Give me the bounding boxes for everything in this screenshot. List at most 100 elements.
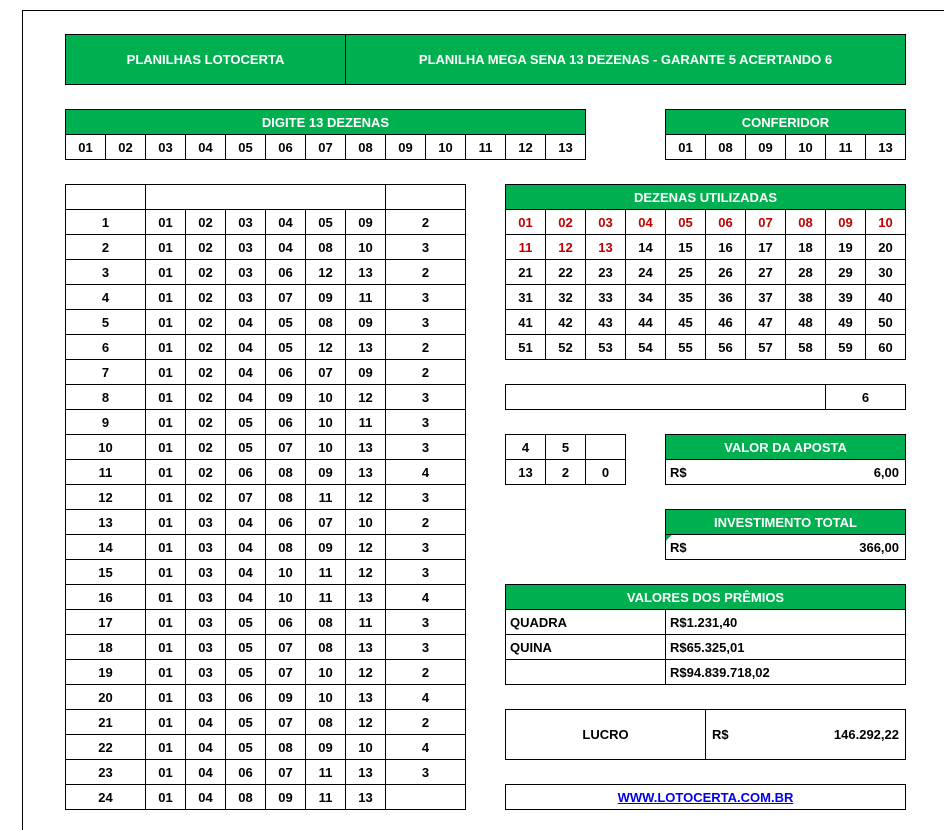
- fechamento-number: 04: [225, 359, 266, 385]
- premio-field[interactable]: R$ 65.325,01: [665, 634, 906, 660]
- fechamento-number: 10: [305, 659, 346, 685]
- pontos-value: 3: [385, 559, 466, 585]
- fechamento-number: 07: [225, 484, 266, 510]
- jogo-number: 2: [65, 234, 146, 260]
- jogo-number: 5: [65, 309, 146, 335]
- conferidor-number[interactable]: 08: [705, 134, 746, 160]
- dezena-number: 05: [665, 209, 706, 235]
- digite-number[interactable]: 03: [145, 134, 186, 160]
- dezena-number: 21: [505, 259, 546, 285]
- dezena-number: 56: [705, 334, 746, 360]
- fechamento-number: 05: [225, 434, 266, 460]
- conferidor-number[interactable]: 13: [865, 134, 906, 160]
- dezena-number: 31: [505, 284, 546, 310]
- digite-number[interactable]: 10: [425, 134, 466, 160]
- table-row: 11 01 02 06 08 09 13 4: [65, 459, 466, 485]
- premio-value: 65.325,01: [686, 639, 745, 655]
- digite-number[interactable]: 09: [385, 134, 426, 160]
- table-row: 17 01 03 05 06 08 11 3: [65, 609, 466, 635]
- fechamento-number: 03: [185, 534, 226, 560]
- dezena-number: 26: [705, 259, 746, 285]
- digite-number[interactable]: 04: [185, 134, 226, 160]
- fechamento-number: 08: [305, 709, 346, 735]
- fechamento-number: 13: [345, 334, 386, 360]
- fechamento-number: 02: [185, 259, 226, 285]
- fechamento-number: 13: [345, 459, 386, 485]
- premio-field[interactable]: R$ 1.231,40: [665, 609, 906, 635]
- aposta-field[interactable]: R$ 6,00: [665, 459, 906, 485]
- currency: R$: [712, 727, 729, 742]
- lucro-field: R$ 146.292,22: [705, 709, 906, 760]
- dezena-number: 33: [585, 284, 626, 310]
- fechamento-number: 07: [265, 434, 306, 460]
- conferidor-number[interactable]: 01: [665, 134, 706, 160]
- pontos-value: 3: [385, 284, 466, 310]
- dezena-number: 22: [545, 259, 586, 285]
- table-row: 18 01 03 05 07 08 13 3: [65, 634, 466, 660]
- premio-label: SENA: [505, 659, 666, 685]
- fechamento-number: 09: [345, 209, 386, 235]
- fechamento-number: 07: [265, 659, 306, 685]
- conferidor-number[interactable]: 09: [745, 134, 786, 160]
- fechamento-number: 02: [185, 309, 226, 335]
- fechamento-number: 08: [265, 534, 306, 560]
- fechamento-number: 03: [185, 584, 226, 610]
- digite-number[interactable]: 06: [265, 134, 306, 160]
- fechamento-number: 11: [345, 284, 386, 310]
- investimento-value: 366,00: [859, 539, 899, 555]
- count-sena: 0: [585, 459, 626, 485]
- digite-number[interactable]: 11: [465, 134, 506, 160]
- fechamento-number: 10: [345, 509, 386, 535]
- premio-row: QUADRA R$ 1.231,40: [505, 609, 906, 635]
- fechamento-number: 04: [265, 234, 306, 260]
- acertos-value[interactable]: 6: [825, 384, 906, 410]
- conferidor-number[interactable]: 11: [825, 134, 866, 160]
- digite-number[interactable]: 01: [65, 134, 106, 160]
- dezena-number: 10: [865, 209, 906, 235]
- fechamento-number: 07: [265, 709, 306, 735]
- premio-field[interactable]: R$ 94.839.718,02: [665, 659, 906, 685]
- fechamento-number: 08: [265, 734, 306, 760]
- fechamento-number: 07: [305, 359, 346, 385]
- table-row: 15 01 03 04 10 11 12 3: [65, 559, 466, 585]
- dezena-number: 60: [865, 334, 906, 360]
- dezena-number: 36: [705, 284, 746, 310]
- fechamento-number: 01: [145, 634, 186, 660]
- digite-number[interactable]: 08: [345, 134, 386, 160]
- currency: R$: [670, 614, 687, 630]
- digite-number[interactable]: 02: [105, 134, 146, 160]
- resumo-header: 4 5 6: [505, 434, 626, 460]
- jogo-number: 23: [65, 759, 146, 785]
- jogo-number: 24: [65, 784, 146, 810]
- dezena-number: 32: [545, 284, 586, 310]
- premio-row: QUINA R$ 65.325,01: [505, 634, 906, 660]
- conferidor-number[interactable]: 10: [785, 134, 826, 160]
- jogo-number: 11: [65, 459, 146, 485]
- dezena-number: 54: [625, 334, 666, 360]
- premio-value: 1.231,40: [686, 614, 738, 630]
- table-row: 12 01 02 07 08 11 12 3: [65, 484, 466, 510]
- fechamento-number: 03: [225, 234, 266, 260]
- jogo-number: 4: [65, 284, 146, 310]
- fechamento-number: 13: [345, 684, 386, 710]
- fechamento-number: 02: [185, 484, 226, 510]
- fechamento-number: 07: [265, 759, 306, 785]
- digite-number[interactable]: 13: [545, 134, 586, 160]
- fechamento-number: 04: [225, 584, 266, 610]
- pontos-value: 3: [385, 409, 466, 435]
- dezena-number: 37: [745, 284, 786, 310]
- website-link[interactable]: WWW.LOTOCERTA.COM.BR: [617, 789, 794, 805]
- aposta-value: 6,00: [873, 464, 899, 480]
- digite-number[interactable]: 07: [305, 134, 346, 160]
- fechamento-number: 08: [305, 234, 346, 260]
- dezena-number: 34: [625, 284, 666, 310]
- dezenas-row: 51 52 53 54 55 56 57 58 59 60: [505, 334, 906, 360]
- table-row: 2 01 02 03 04 08 10 3: [65, 234, 466, 260]
- digite-number[interactable]: 05: [225, 134, 266, 160]
- dezena-number: 24: [625, 259, 666, 285]
- digite-number[interactable]: 12: [505, 134, 546, 160]
- fechamento-number: 12: [305, 259, 346, 285]
- fechamento-number: 12: [345, 709, 386, 735]
- pontos-value: 2: [385, 259, 466, 285]
- fechamento-number: 07: [265, 634, 306, 660]
